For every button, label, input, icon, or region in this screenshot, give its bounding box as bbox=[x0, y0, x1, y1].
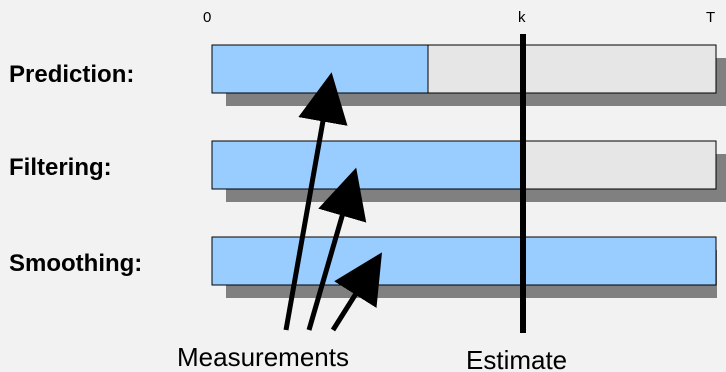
row-label-smoothing: Smoothing: bbox=[9, 250, 142, 277]
axis-label-start: 0 bbox=[203, 9, 211, 26]
row-prediction: Prediction: bbox=[9, 44, 726, 106]
bar-measured-smoothing bbox=[211, 236, 717, 286]
row-label-prediction: Prediction: bbox=[9, 61, 134, 88]
bar-measured-filtering bbox=[211, 140, 524, 190]
caption-measurements: Measurements bbox=[177, 342, 349, 372]
measurement-arrow-filtering bbox=[306, 167, 367, 331]
row-filtering: Filtering: bbox=[9, 140, 726, 202]
row-label-filtering: Filtering: bbox=[9, 154, 112, 181]
row-smoothing: Smoothing: bbox=[9, 236, 717, 298]
measurement-arrow-smoothing bbox=[330, 252, 383, 332]
measurement-arrow-prediction bbox=[283, 72, 348, 331]
caption-estimate: Estimate bbox=[466, 345, 567, 372]
axis-label-end: T bbox=[706, 9, 715, 26]
bar-measured-prediction bbox=[211, 44, 429, 94]
axis-label-k: k bbox=[518, 9, 526, 26]
